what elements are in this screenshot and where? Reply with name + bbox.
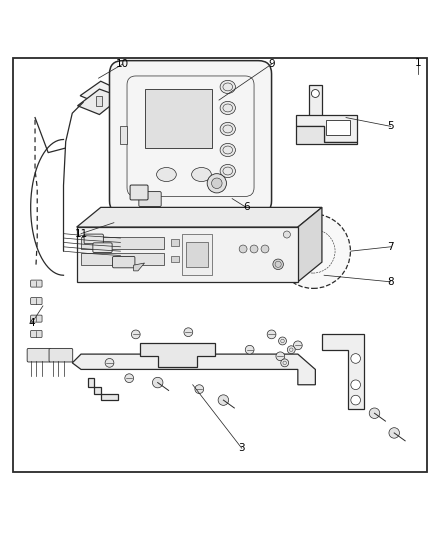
Text: 4: 4 [28, 318, 35, 328]
FancyBboxPatch shape [139, 191, 161, 206]
Circle shape [250, 245, 258, 253]
Polygon shape [72, 354, 315, 385]
Text: 7: 7 [387, 242, 394, 252]
Text: 9: 9 [268, 59, 275, 69]
Polygon shape [80, 81, 120, 104]
Polygon shape [296, 115, 357, 142]
Ellipse shape [220, 143, 236, 157]
Circle shape [212, 178, 222, 189]
Circle shape [287, 346, 295, 354]
FancyBboxPatch shape [49, 349, 73, 362]
FancyBboxPatch shape [31, 330, 42, 337]
FancyBboxPatch shape [84, 234, 103, 244]
FancyBboxPatch shape [110, 61, 272, 214]
Circle shape [218, 395, 229, 405]
Bar [81, 253, 164, 265]
Polygon shape [77, 227, 298, 282]
Circle shape [105, 359, 114, 367]
Circle shape [207, 174, 226, 193]
Polygon shape [140, 343, 215, 367]
Ellipse shape [192, 167, 211, 182]
Polygon shape [88, 378, 118, 400]
Circle shape [131, 330, 140, 339]
Text: 5: 5 [387, 122, 394, 131]
Bar [81, 237, 164, 249]
Bar [96, 96, 102, 106]
Circle shape [261, 245, 269, 253]
FancyBboxPatch shape [27, 349, 51, 362]
Text: 11: 11 [74, 229, 88, 239]
Circle shape [276, 352, 285, 361]
Circle shape [311, 90, 319, 98]
Ellipse shape [220, 123, 236, 135]
FancyBboxPatch shape [31, 297, 42, 304]
Text: 10: 10 [116, 59, 129, 69]
Ellipse shape [220, 165, 236, 177]
Polygon shape [296, 126, 357, 144]
Polygon shape [78, 89, 121, 115]
Ellipse shape [157, 167, 176, 182]
FancyBboxPatch shape [31, 315, 42, 322]
Text: 8: 8 [387, 277, 394, 287]
Text: 3: 3 [238, 443, 245, 453]
Polygon shape [322, 334, 364, 409]
Circle shape [245, 345, 254, 354]
Polygon shape [309, 85, 322, 126]
FancyBboxPatch shape [130, 185, 148, 200]
Polygon shape [326, 120, 350, 135]
Bar [171, 239, 179, 246]
Polygon shape [77, 207, 322, 227]
Circle shape [389, 427, 399, 438]
Polygon shape [134, 263, 145, 271]
Ellipse shape [220, 101, 236, 115]
Bar [186, 243, 208, 266]
Circle shape [351, 354, 360, 364]
Circle shape [293, 341, 302, 350]
Bar [171, 255, 179, 262]
Circle shape [239, 245, 247, 253]
Circle shape [305, 243, 321, 259]
Circle shape [195, 385, 204, 393]
Circle shape [351, 395, 360, 405]
Bar [145, 89, 212, 148]
Circle shape [279, 337, 286, 345]
Circle shape [283, 231, 290, 238]
Bar [182, 233, 212, 275]
FancyBboxPatch shape [113, 256, 135, 268]
Circle shape [184, 328, 193, 336]
Polygon shape [298, 207, 322, 282]
Circle shape [351, 380, 360, 390]
Circle shape [273, 259, 283, 270]
Circle shape [369, 408, 380, 418]
Circle shape [276, 214, 350, 288]
Circle shape [267, 330, 276, 339]
Circle shape [281, 359, 289, 367]
FancyBboxPatch shape [93, 243, 112, 253]
Bar [120, 126, 127, 144]
Text: 1: 1 [415, 58, 422, 68]
Ellipse shape [220, 80, 236, 93]
Circle shape [152, 377, 163, 388]
Text: 6: 6 [243, 203, 250, 212]
Circle shape [125, 374, 134, 383]
FancyBboxPatch shape [31, 280, 42, 287]
